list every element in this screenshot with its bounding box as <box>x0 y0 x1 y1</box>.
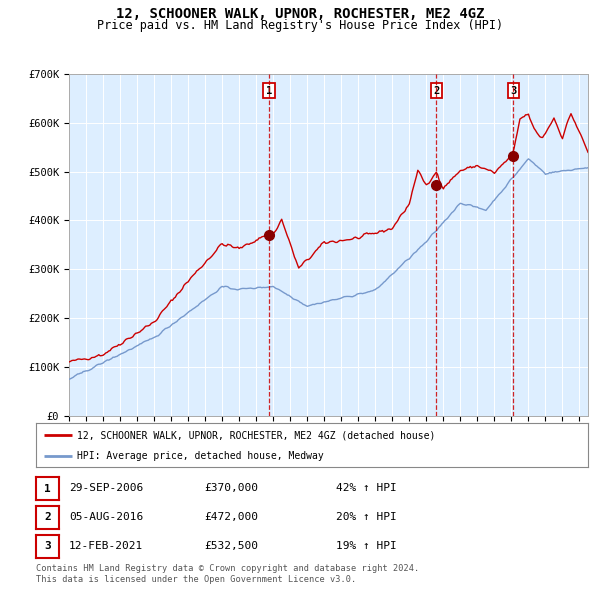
Text: HPI: Average price, detached house, Medway: HPI: Average price, detached house, Medw… <box>77 451 324 461</box>
Text: Contains HM Land Registry data © Crown copyright and database right 2024.: Contains HM Land Registry data © Crown c… <box>36 565 419 573</box>
Text: 05-AUG-2016: 05-AUG-2016 <box>69 512 143 522</box>
Text: 2: 2 <box>433 86 439 96</box>
Text: £532,500: £532,500 <box>204 541 258 550</box>
Text: £472,000: £472,000 <box>204 512 258 522</box>
Text: 12, SCHOONER WALK, UPNOR, ROCHESTER, ME2 4GZ (detached house): 12, SCHOONER WALK, UPNOR, ROCHESTER, ME2… <box>77 431 436 440</box>
Text: Price paid vs. HM Land Registry's House Price Index (HPI): Price paid vs. HM Land Registry's House … <box>97 19 503 32</box>
Text: 12-FEB-2021: 12-FEB-2021 <box>69 541 143 550</box>
Text: This data is licensed under the Open Government Licence v3.0.: This data is licensed under the Open Gov… <box>36 575 356 584</box>
Text: 20% ↑ HPI: 20% ↑ HPI <box>336 512 397 522</box>
Text: 1: 1 <box>266 86 272 96</box>
Text: 19% ↑ HPI: 19% ↑ HPI <box>336 541 397 550</box>
Text: 29-SEP-2006: 29-SEP-2006 <box>69 483 143 493</box>
Text: 2: 2 <box>44 513 51 522</box>
Text: £370,000: £370,000 <box>204 483 258 493</box>
Text: 1: 1 <box>44 484 51 493</box>
Text: 3: 3 <box>510 86 517 96</box>
Text: 12, SCHOONER WALK, UPNOR, ROCHESTER, ME2 4GZ: 12, SCHOONER WALK, UPNOR, ROCHESTER, ME2… <box>116 7 484 21</box>
Text: 3: 3 <box>44 542 51 551</box>
Text: 42% ↑ HPI: 42% ↑ HPI <box>336 483 397 493</box>
